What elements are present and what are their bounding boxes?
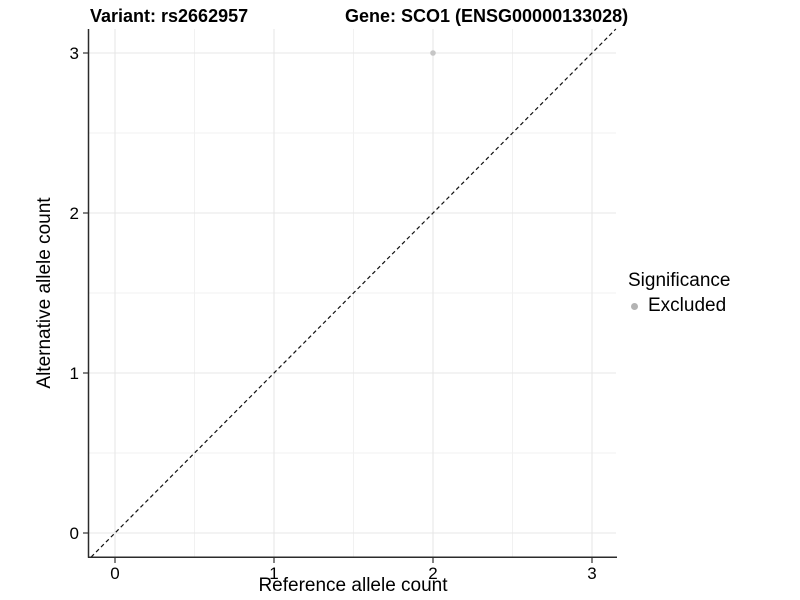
legend-entry: Excluded [626, 295, 730, 317]
x-axis-title: Reference allele count [258, 575, 448, 596]
x-tick-label: 0 [110, 564, 119, 583]
y-tick-label: 3 [70, 44, 79, 63]
legend-title: Significance [628, 270, 731, 291]
y-axis-title: Alternative allele count [34, 197, 55, 389]
data-point [430, 50, 436, 56]
legend-entry-label: Excluded [648, 295, 727, 316]
plot-title-gene: Gene: SCO1 (ENSG00000133028) [345, 6, 629, 26]
x-tick-label: 2 [428, 564, 437, 583]
legend-point-icon [631, 302, 638, 310]
plot-title-variant: Variant: rs2662957 [90, 6, 249, 26]
legend: Significance Excluded [626, 270, 730, 317]
x-tick-label: 3 [587, 564, 596, 583]
identity-reference-line [90, 28, 617, 558]
y-tick-label: 2 [70, 204, 79, 223]
y-tick-label: 0 [70, 524, 79, 543]
x-tick-label: 1 [269, 564, 278, 583]
y-tick-label: 1 [70, 364, 79, 383]
